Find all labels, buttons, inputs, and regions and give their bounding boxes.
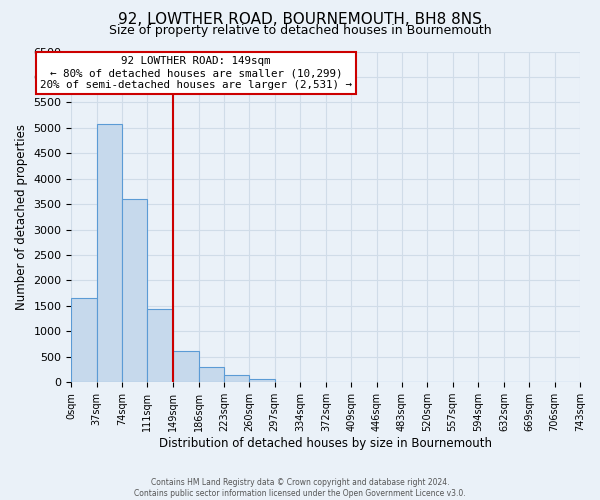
Bar xyxy=(250,379,275,382)
Bar xyxy=(173,350,199,382)
Bar xyxy=(148,310,173,382)
Bar xyxy=(224,374,250,382)
X-axis label: Distribution of detached houses by size in Bournemouth: Distribution of detached houses by size … xyxy=(159,437,492,450)
Y-axis label: Number of detached properties: Number of detached properties xyxy=(15,124,28,310)
Bar xyxy=(71,298,97,382)
Bar xyxy=(199,367,224,382)
Text: 92 LOWTHER ROAD: 149sqm
← 80% of detached houses are smaller (10,299)
20% of sem: 92 LOWTHER ROAD: 149sqm ← 80% of detache… xyxy=(40,56,352,90)
Text: 92, LOWTHER ROAD, BOURNEMOUTH, BH8 8NS: 92, LOWTHER ROAD, BOURNEMOUTH, BH8 8NS xyxy=(118,12,482,28)
Bar xyxy=(122,199,148,382)
Bar xyxy=(97,124,122,382)
Text: Contains HM Land Registry data © Crown copyright and database right 2024.
Contai: Contains HM Land Registry data © Crown c… xyxy=(134,478,466,498)
Text: Size of property relative to detached houses in Bournemouth: Size of property relative to detached ho… xyxy=(109,24,491,37)
